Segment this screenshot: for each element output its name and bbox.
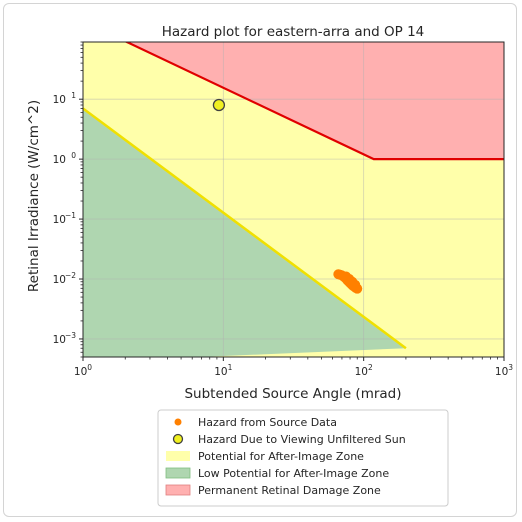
legend-patch [165,467,191,479]
legend-marker-sun [172,433,184,445]
x-tick-label: 100 [74,363,92,378]
sun-hazard-point [212,98,226,112]
y-tick-exponent: 0 [71,151,76,160]
x-axis-label: Subtended Source Angle (mrad) [184,386,401,402]
legend: Hazard from Source Data Hazard Due to Vie… [157,409,449,507]
x-tick-label: 102 [355,363,373,378]
permanent-damage-boundary [124,42,504,161]
plot-frame [82,41,505,358]
y-tick-exponent: −3 [65,331,76,340]
y-tick-label: 10 [53,334,66,346]
chart-title: Hazard plot for eastern-arra and OP 14 [162,24,425,40]
legend-label: Hazard from Source Data [198,416,337,429]
y-tick-label: 10 [53,94,66,106]
legend-patch [165,484,191,496]
legend-label: Hazard Due to Viewing Unfiltered Sun [198,433,406,446]
x-tick-label: 101 [214,363,232,378]
y-tick-label: 10 [53,154,66,166]
low-potential-boundary [83,107,407,350]
zone-permanent-damage [126,42,504,160]
source-data-point [350,279,361,290]
y-tick-exponent: −1 [65,211,76,220]
x-tick-label: 103 [495,363,513,378]
y-tick-label: 10 [53,214,66,226]
legend-box [157,409,449,507]
legend-patch [166,451,190,461]
y-tick-exponent: 1 [71,91,76,100]
y-tick-exponent: −2 [65,271,76,280]
legend-label: Low Potential for After-Image Zone [198,467,389,480]
legend-label: Potential for After-Image Zone [198,450,364,463]
zone-low-potential [83,108,406,357]
y-axis-label: Retinal Irradiance (W/cm^2) [26,100,42,292]
legend-marker-source-data [174,418,182,426]
legend-label: Permanent Retinal Damage Zone [198,484,381,497]
y-tick-label: 10 [53,274,66,286]
